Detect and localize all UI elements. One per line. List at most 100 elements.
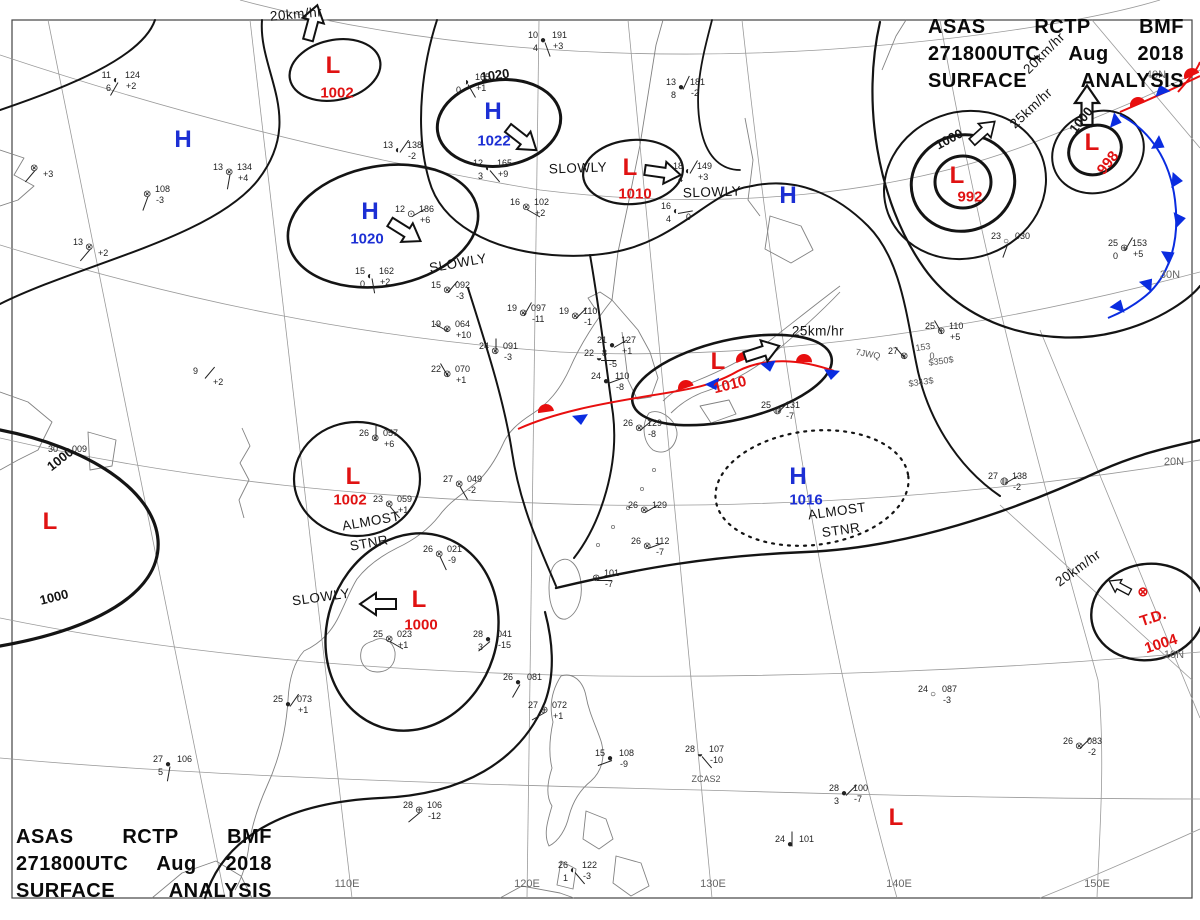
station-dewpoint: 5 (157, 767, 163, 777)
station-tendency: +2 (380, 277, 391, 287)
station-cloud-icon: ● (609, 340, 616, 351)
station-dewpoint: 3 (477, 171, 483, 181)
station-tendency: -5 (609, 359, 618, 369)
station-cloud-icon: ⊗ (435, 549, 444, 560)
high-center-symbol: H (174, 126, 192, 153)
station-cloud-icon: ◐ (113, 75, 120, 86)
station-cloud-icon: ● (485, 634, 492, 645)
station-temp: 26 (557, 860, 568, 870)
chart-title-top-right: ASAS RCTP BMF 271800UTC Aug 2018 SURFACE… (928, 14, 1184, 95)
chart-id-line: ASAS RCTP BMF (928, 16, 1184, 38)
movement-arrows (300, 3, 1133, 617)
movement-label: SLOWLY (291, 585, 351, 609)
station-pressure: 030 (1015, 231, 1031, 241)
station-pressure: 106 (177, 754, 193, 764)
station-tendency: -9 (448, 555, 457, 565)
wind-barb (544, 42, 551, 57)
cold-front-triangles (572, 360, 840, 425)
stationary-front-line (517, 360, 835, 430)
station-cloud-icon: ◐ (485, 163, 492, 174)
station-pressure: 129 (652, 500, 668, 510)
station-dewpoint: 0 (1112, 251, 1118, 261)
station-pressure: 106 (427, 800, 443, 810)
station-tendency: -12 (428, 811, 442, 821)
station-tendency: +2 (98, 248, 109, 258)
longitude-label: 140E (886, 878, 912, 890)
station-cloud-icon: ◐ (367, 271, 374, 282)
station-cloud-icon: ⊗ (443, 286, 451, 296)
station-cloud-icon: ⊗ (30, 163, 39, 174)
station-temp: 18 (672, 161, 683, 171)
high-center-symbol: H (361, 198, 379, 225)
station-cloud-icon: ⊗ (385, 634, 394, 645)
pressure-center-value: 1010 (711, 372, 749, 398)
station-pressure: 108 (155, 184, 171, 194)
station-cloud-icon: ⊗ (571, 311, 580, 322)
movement-label: SLOWLY (682, 183, 742, 201)
station-tendency: -11 (532, 314, 545, 324)
ship-id-label: ZCAS2 (691, 774, 721, 784)
station-temp: 15 (430, 280, 441, 290)
station-pressure: 165 (475, 72, 491, 82)
station-cloud-icon: ⊗ (519, 309, 527, 319)
station-cloud-icon: ⊗ (491, 347, 499, 357)
station-pressure: 102 (534, 197, 550, 207)
station-tendency: +6 (384, 439, 395, 449)
station-tendency: -2 (1088, 747, 1097, 757)
station-tendency: -9 (620, 759, 629, 769)
station-cloud-icon: ⊙ (407, 209, 416, 220)
station-cloud-icon: ● (678, 82, 685, 93)
station-temp: 26 (630, 536, 641, 546)
latitude-label: 40N (1145, 69, 1167, 81)
station-pressure: 021 (447, 544, 463, 554)
station-temp: 22 (583, 348, 594, 358)
station-temp: 19 (558, 306, 569, 316)
station-pressure: 162 (379, 266, 395, 276)
movement-label: 25km/hr (791, 323, 845, 339)
station-cloud-icon: ⊗ (1075, 741, 1084, 752)
station-temp: 26 (622, 418, 633, 428)
station-pressure: 112 (655, 536, 670, 546)
station-cloud-icon: ◍ (1000, 476, 1009, 487)
station-temp: 16 (660, 201, 671, 211)
station-cloud-icon: ⊗ (371, 434, 379, 444)
station-temp: 25 (924, 321, 935, 331)
wind-barb (531, 712, 546, 721)
station-tendency: 0 (686, 212, 692, 222)
wind-barb (375, 425, 377, 441)
station-temp: 23 (990, 231, 1001, 241)
station-cloud-icon: ⊕ (1120, 244, 1128, 254)
station-tendency: +3 (698, 172, 709, 182)
station-temp: 28 (828, 783, 839, 793)
station-cloud-icon: ⊗ (640, 505, 649, 516)
station-pressure: 149 (697, 161, 713, 171)
longitude-label: 110E (334, 878, 360, 890)
station-cloud-icon: ◐ (685, 166, 692, 177)
station-temp: 10 (527, 30, 538, 40)
pressure-center-value: 1010 (618, 185, 652, 203)
station-cloud-icon: ● (515, 677, 522, 688)
high-center-symbol: H (789, 463, 807, 490)
station-temp: 21 (596, 335, 607, 345)
movement-label: SLOWLY (548, 159, 608, 177)
station-tendency: +1 (622, 346, 633, 356)
station-cloud-icon: ◍ (773, 406, 782, 416)
station-pressure: 091 (503, 341, 519, 351)
low-center-symbol: L (325, 52, 341, 79)
station-dewpoint: 4 (677, 174, 683, 184)
low-center-symbol: L (949, 162, 965, 189)
station-pressure: 041 (497, 629, 513, 639)
station-temp: 26 (627, 500, 638, 510)
station-temp: 13 (382, 140, 393, 150)
station-temp: 28 (684, 744, 695, 754)
station-temp: 26 (422, 544, 433, 554)
station-temp: 23 (372, 494, 383, 504)
station-temp: 30 (47, 444, 58, 454)
station-dewpoint: 8 (670, 90, 676, 100)
station-cloud-icon: ⊗ (225, 167, 234, 178)
station-pressure: 107 (709, 744, 725, 754)
station-pressure: 100 (853, 783, 869, 793)
station-tendency: -2 (408, 151, 417, 161)
station-tendency: -8 (648, 429, 657, 439)
